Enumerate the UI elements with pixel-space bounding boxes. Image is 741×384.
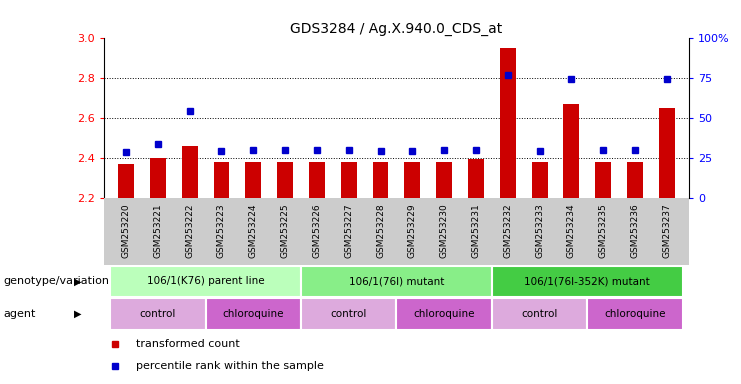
Bar — [150, 158, 166, 198]
Text: GSM253233: GSM253233 — [535, 203, 544, 258]
Bar — [110, 266, 301, 297]
Bar — [659, 108, 675, 198]
Text: 106/1(76I-352K) mutant: 106/1(76I-352K) mutant — [525, 276, 650, 286]
Bar — [213, 162, 230, 198]
Bar — [245, 162, 262, 198]
Bar — [182, 146, 198, 198]
Text: genotype/variation: genotype/variation — [4, 276, 110, 286]
Bar — [627, 162, 643, 198]
Text: chloroquine: chloroquine — [605, 309, 666, 319]
Text: GSM253229: GSM253229 — [408, 203, 417, 258]
Text: GSM253234: GSM253234 — [567, 203, 576, 258]
Bar — [309, 162, 325, 198]
Text: control: control — [139, 309, 176, 319]
Text: 106/1(K76) parent line: 106/1(K76) parent line — [147, 276, 265, 286]
Bar — [492, 298, 588, 329]
Text: GSM253223: GSM253223 — [217, 203, 226, 258]
Text: GSM253236: GSM253236 — [631, 203, 639, 258]
Text: GSM253220: GSM253220 — [122, 203, 130, 258]
Text: agent: agent — [4, 309, 36, 319]
Bar — [492, 266, 682, 297]
Bar — [205, 298, 301, 329]
Bar — [110, 298, 205, 329]
Text: GSM253226: GSM253226 — [313, 203, 322, 258]
Text: transformed count: transformed count — [136, 339, 239, 349]
Bar — [588, 298, 682, 329]
Text: chloroquine: chloroquine — [222, 309, 284, 319]
Bar — [341, 162, 356, 198]
Text: chloroquine: chloroquine — [413, 309, 475, 319]
Text: GSM253228: GSM253228 — [376, 203, 385, 258]
Bar — [531, 162, 548, 198]
Text: control: control — [522, 309, 558, 319]
Text: GSM253221: GSM253221 — [153, 203, 162, 258]
Text: control: control — [330, 309, 367, 319]
Bar — [301, 266, 492, 297]
Bar — [500, 48, 516, 198]
Bar — [396, 298, 492, 329]
Bar — [118, 164, 134, 198]
Text: ▶: ▶ — [74, 309, 82, 319]
Text: GSM253224: GSM253224 — [249, 203, 258, 258]
Bar — [405, 162, 420, 198]
Title: GDS3284 / Ag.X.940.0_CDS_at: GDS3284 / Ag.X.940.0_CDS_at — [290, 22, 502, 36]
Bar — [277, 162, 293, 198]
Text: GSM253237: GSM253237 — [662, 203, 671, 258]
Text: GSM253230: GSM253230 — [439, 203, 448, 258]
Text: 106/1(76I) mutant: 106/1(76I) mutant — [349, 276, 444, 286]
Text: GSM253227: GSM253227 — [345, 203, 353, 258]
Text: GSM253222: GSM253222 — [185, 203, 194, 258]
Bar — [468, 159, 484, 198]
Text: GSM253231: GSM253231 — [471, 203, 480, 258]
Text: GSM253225: GSM253225 — [281, 203, 290, 258]
Text: percentile rank within the sample: percentile rank within the sample — [136, 361, 324, 371]
Text: GSM253232: GSM253232 — [503, 203, 512, 258]
Text: GSM253235: GSM253235 — [599, 203, 608, 258]
Bar — [436, 162, 452, 198]
Bar — [373, 162, 388, 198]
Bar — [563, 104, 579, 198]
Bar — [595, 162, 611, 198]
Bar — [301, 298, 396, 329]
Text: ▶: ▶ — [74, 276, 82, 286]
